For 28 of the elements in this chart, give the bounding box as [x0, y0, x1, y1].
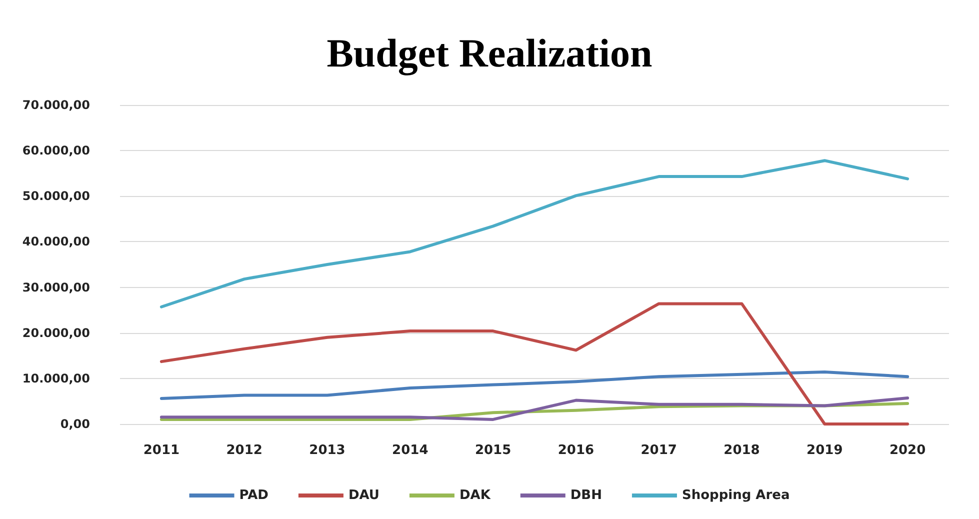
y-tick-label: 60.000,00: [22, 144, 90, 158]
x-tick-label: 2013: [309, 443, 346, 458]
chart-title: Budget Realization: [326, 30, 652, 76]
line-series: [160, 302, 910, 426]
x-tick-label: 2011: [143, 443, 180, 458]
line-series: [160, 370, 910, 400]
y-tick-label: 40.000,00: [22, 234, 90, 249]
x-tick-label: 2017: [640, 443, 677, 458]
legend-label: DAK: [459, 488, 492, 503]
x-tick-label: 2016: [558, 443, 594, 458]
x-tick-label: 2018: [724, 443, 760, 458]
x-tick-label: 2014: [392, 443, 428, 458]
y-tick-label: 10.000,00: [22, 371, 90, 386]
line-series: [160, 396, 910, 421]
x-tick-label: 2012: [226, 443, 262, 458]
y-tick-label: 30.000,00: [22, 280, 90, 294]
y-tick-label: 50.000,00: [22, 189, 90, 204]
y-tick-label: 0,00: [60, 417, 90, 431]
legend-label: DBH: [570, 488, 602, 503]
legend-label: DAU: [348, 488, 380, 503]
line-series: [160, 159, 910, 308]
legend-label: Shopping Area: [682, 488, 790, 503]
x-tick-label: 2019: [806, 443, 843, 458]
x-tick-label: 2020: [889, 443, 926, 458]
legend-label: PAD: [239, 488, 269, 503]
y-tick-label: 70.000,00: [22, 98, 90, 112]
x-tick-label: 2015: [474, 443, 512, 458]
y-tick-label: 20.000,00: [22, 326, 90, 340]
